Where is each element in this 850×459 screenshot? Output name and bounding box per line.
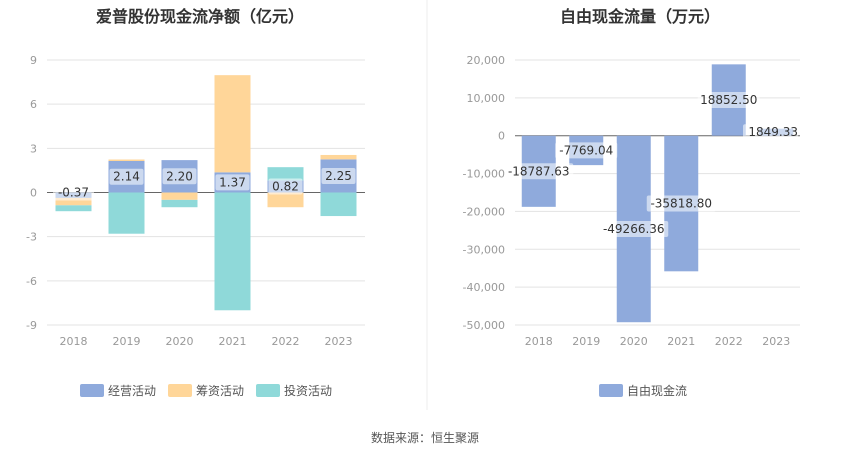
y-tick-label: 0 — [30, 187, 37, 200]
x-tick-label: 2020 — [166, 335, 194, 348]
data-label: 18852.50 — [700, 93, 757, 107]
x-tick-label: 2023 — [325, 335, 353, 348]
x-tick-label: 2019 — [572, 335, 600, 348]
legend-label-investing[interactable]: 投资活动 — [284, 383, 332, 398]
data-label-bg — [599, 220, 669, 237]
data-label: 2.25 — [325, 169, 352, 183]
legend-label-operating[interactable]: 经营活动 — [108, 384, 156, 398]
legend-swatch-investing[interactable] — [256, 384, 280, 397]
legend-label-fcf[interactable]: 自由现金流 — [627, 383, 687, 398]
data-label-bg — [555, 142, 618, 159]
y-tick-label: -50,000 — [463, 319, 505, 332]
data-label-bg — [215, 174, 250, 191]
right-data-labels: -18787.63 -7769.04 -49266.36 -35818.80 18852… — [504, 92, 798, 237]
bar-segment[interactable] — [214, 75, 251, 173]
data-label-bg — [697, 92, 760, 109]
x-tick-label: 2018 — [525, 335, 553, 348]
y-tick-label: -30,000 — [463, 243, 505, 256]
data-label: -7769.04 — [559, 143, 613, 157]
data-label-bg — [646, 195, 716, 212]
bar-segment[interactable] — [55, 197, 92, 206]
data-label: 2.20 — [166, 169, 193, 183]
data-label: -0.37 — [58, 186, 89, 200]
y-tick-label: -20,000 — [463, 205, 505, 218]
y-tick-label: 9 — [30, 54, 37, 67]
x-tick-label: 2021 — [667, 335, 695, 348]
data-label: 1.37 — [219, 175, 246, 189]
data-label: -35818.80 — [650, 197, 712, 211]
y-tick-label: 3 — [30, 142, 37, 155]
x-tick-label: 2018 — [60, 335, 88, 348]
bar-segment[interactable] — [214, 192, 251, 311]
legend-swatch-operating[interactable] — [80, 384, 104, 397]
data-label: -49266.36 — [603, 222, 665, 236]
y-tick-label: -6 — [26, 275, 37, 288]
y-tick-label: 10,000 — [467, 92, 506, 105]
data-label: 2.14 — [113, 170, 140, 184]
bar-segment[interactable] — [320, 154, 357, 160]
data-label-bg — [53, 184, 94, 201]
y-tick-label: -3 — [26, 231, 37, 244]
data-label: -18787.63 — [508, 164, 570, 178]
left-grid: 9 6 3 0 -3 -6 -9 2018 2019 2020 2021 2022 2023 — [26, 54, 365, 348]
bar-segment[interactable] — [108, 192, 145, 234]
data-label-bg — [162, 168, 197, 185]
x-tick-label: 2023 — [762, 335, 790, 348]
y-tick-label: 0 — [498, 130, 505, 143]
data-label-bg — [321, 167, 356, 184]
y-tick-label: -9 — [26, 319, 37, 332]
data-label-bg — [504, 163, 574, 180]
x-tick-label: 2020 — [620, 335, 648, 348]
data-label: 0.82 — [272, 179, 299, 193]
data-label-bg — [109, 168, 144, 185]
y-tick-label: -40,000 — [463, 281, 505, 294]
y-tick-label: 6 — [30, 98, 37, 111]
y-tick-label: -10,000 — [463, 168, 505, 181]
bar-segment[interactable] — [108, 159, 145, 161]
legend-swatch-financing[interactable] — [168, 384, 192, 397]
legend-label-financing[interactable]: 筹资活动 — [196, 384, 244, 398]
bar-segment[interactable] — [161, 192, 198, 200]
bar-segment[interactable] — [267, 192, 304, 208]
right-legend: 自由现金流 — [599, 383, 687, 398]
legend-swatch-fcf[interactable] — [599, 384, 623, 397]
bar-segment[interactable] — [161, 199, 198, 208]
y-tick-label: 20,000 — [467, 54, 506, 67]
bar-segment[interactable] — [320, 192, 357, 217]
right-chart-title: 自由现金流量（万元） — [560, 7, 720, 26]
x-tick-label: 2019 — [113, 335, 141, 348]
bar-segment[interactable] — [267, 167, 304, 181]
right-grid: 20,000 10,000 0 -10,000 -20,000 -30,000 -40,00… — [463, 54, 800, 348]
left-data-labels: -0.37 2.14 2.20 1.37 0.82 2.25 — [53, 167, 356, 201]
x-tick-label: 2022 — [272, 335, 300, 348]
data-label-bg — [268, 178, 303, 195]
data-label-bg — [743, 124, 798, 141]
source-note: 数据来源：恒生聚源 — [371, 430, 479, 445]
data-label: 1849.33 — [748, 125, 798, 139]
x-tick-label: 2022 — [715, 335, 743, 348]
left-chart-title: 爱普股份现金流净额（亿元） — [96, 7, 304, 26]
left-legend: 经营活动 筹资活动 投资活动 — [80, 383, 332, 398]
bar-segment[interactable] — [55, 205, 92, 212]
x-tick-label: 2021 — [219, 335, 247, 348]
